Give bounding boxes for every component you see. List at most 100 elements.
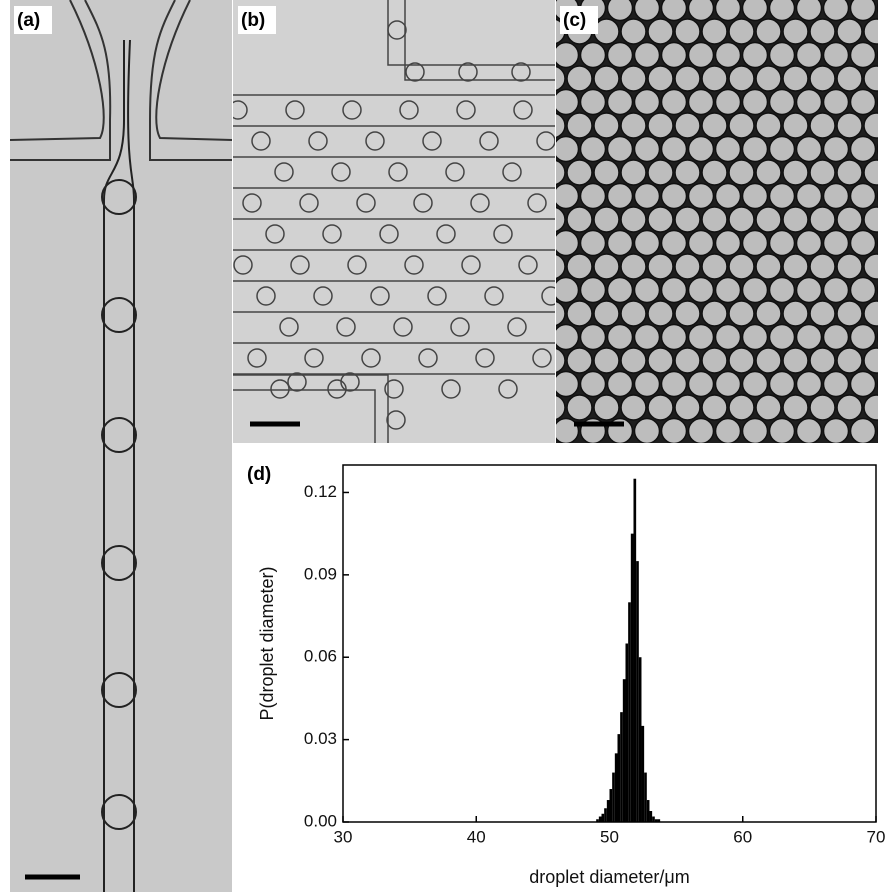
droplet <box>594 207 619 232</box>
droplet <box>783 348 808 373</box>
droplet <box>675 207 700 232</box>
droplet <box>770 278 795 303</box>
droplet <box>797 43 822 68</box>
droplet <box>581 372 606 397</box>
droplet <box>824 43 849 68</box>
droplet <box>635 184 660 209</box>
droplet <box>824 137 849 162</box>
droplet <box>743 372 768 397</box>
droplet <box>608 43 633 68</box>
y-tick-label: 0.06 <box>304 647 337 666</box>
droplet <box>716 184 741 209</box>
droplet <box>824 184 849 209</box>
droplet <box>594 254 619 279</box>
droplet <box>675 301 700 326</box>
droplet <box>648 113 673 138</box>
droplet <box>675 395 700 420</box>
droplet <box>770 325 795 350</box>
droplet <box>648 19 673 44</box>
droplet <box>797 419 822 444</box>
droplet <box>810 301 835 326</box>
droplet <box>621 19 646 44</box>
droplet <box>770 419 795 444</box>
droplet <box>851 90 876 115</box>
droplet <box>878 43 891 68</box>
droplet <box>662 137 687 162</box>
figure: (a) (b) (c) (d) 30405060700.000.030.060.… <box>0 0 891 892</box>
droplet <box>702 19 727 44</box>
droplet <box>675 19 700 44</box>
droplet <box>716 90 741 115</box>
droplet <box>567 113 592 138</box>
panel-b-image <box>229 0 560 443</box>
droplet <box>810 207 835 232</box>
droplet <box>648 66 673 91</box>
droplet <box>621 160 646 185</box>
droplet <box>689 419 714 444</box>
droplet <box>878 231 891 256</box>
droplet <box>797 184 822 209</box>
droplet <box>702 301 727 326</box>
droplet <box>702 207 727 232</box>
droplet <box>635 90 660 115</box>
droplet <box>878 419 891 444</box>
bar <box>639 657 642 822</box>
droplet <box>675 348 700 373</box>
droplet <box>662 90 687 115</box>
droplet <box>648 207 673 232</box>
panel-label: (d) <box>247 464 271 485</box>
y-tick-label: 0.00 <box>304 811 337 830</box>
x-axis-title: droplet diameter/μm <box>529 867 689 887</box>
droplet <box>675 66 700 91</box>
droplet <box>621 254 646 279</box>
droplet <box>837 207 862 232</box>
droplet <box>702 113 727 138</box>
droplet <box>662 372 687 397</box>
droplet <box>824 278 849 303</box>
droplet <box>675 254 700 279</box>
droplet <box>837 395 862 420</box>
bar <box>615 753 618 822</box>
droplet <box>756 301 781 326</box>
droplet <box>797 231 822 256</box>
droplet <box>851 278 876 303</box>
droplet <box>837 113 862 138</box>
droplet <box>743 137 768 162</box>
droplet <box>837 348 862 373</box>
droplet <box>648 348 673 373</box>
droplet <box>783 301 808 326</box>
droplet <box>608 325 633 350</box>
histogram-panel: (d) 30405060700.000.030.060.090.12drople… <box>247 464 885 887</box>
droplet <box>810 19 835 44</box>
droplet <box>594 113 619 138</box>
droplet <box>689 231 714 256</box>
droplet <box>729 301 754 326</box>
droplet <box>743 43 768 68</box>
droplet <box>662 419 687 444</box>
droplet <box>635 278 660 303</box>
droplet <box>824 90 849 115</box>
droplet <box>810 254 835 279</box>
bar <box>644 773 647 822</box>
droplet <box>864 301 889 326</box>
droplet <box>878 325 891 350</box>
droplet <box>716 278 741 303</box>
droplet <box>783 66 808 91</box>
droplet <box>851 43 876 68</box>
droplet <box>621 395 646 420</box>
droplet <box>851 231 876 256</box>
droplet <box>648 395 673 420</box>
droplet <box>608 278 633 303</box>
droplet <box>675 160 700 185</box>
droplet <box>770 231 795 256</box>
droplet <box>770 137 795 162</box>
droplet <box>689 90 714 115</box>
droplet <box>743 231 768 256</box>
droplet <box>608 184 633 209</box>
droplet <box>702 254 727 279</box>
droplet <box>554 137 579 162</box>
droplet <box>837 19 862 44</box>
droplet <box>783 19 808 44</box>
droplet <box>810 66 835 91</box>
droplet <box>554 231 579 256</box>
